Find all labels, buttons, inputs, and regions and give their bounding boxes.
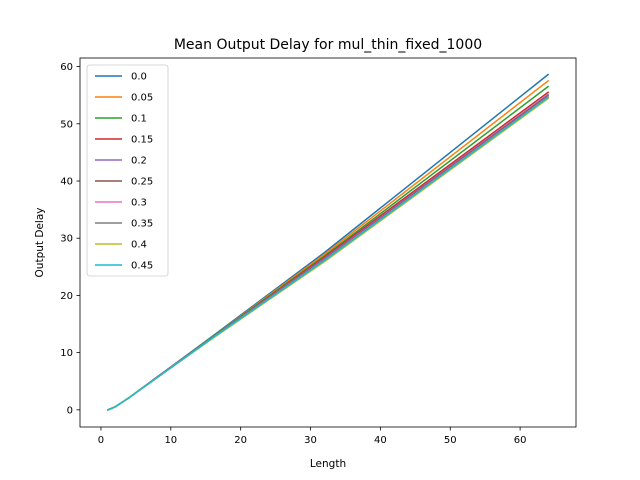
legend-label: 0.0 <box>131 72 147 83</box>
legend-label: 0.1 <box>131 114 147 125</box>
legend-label: 0.25 <box>131 177 153 188</box>
x-axis-label: Length <box>310 458 346 470</box>
x-tick-label: 20 <box>234 435 247 446</box>
series-line-9 <box>106 96 550 411</box>
legend-label: 0.3 <box>131 198 147 209</box>
x-tick-label: 60 <box>514 435 527 446</box>
legend-label: 0.4 <box>131 240 147 251</box>
plot-area <box>106 73 550 411</box>
legend-label: 0.2 <box>131 156 147 167</box>
y-tick-label: 40 <box>60 177 73 188</box>
legend-label: 0.05 <box>131 93 153 104</box>
x-tick-label: 50 <box>444 435 457 446</box>
y-tick-label: 10 <box>60 348 73 359</box>
legend: 0.0 0.05 0.1 0.15 0.2 0.25 0.3 0.35 0.4 0.45 <box>86 64 169 277</box>
axis-ticks: 0 10 20 30 40 50 60 0 10 20 30 40 50 60 <box>60 62 526 446</box>
y-axis-label: Output Delay <box>34 208 46 278</box>
y-tick-label: 0 <box>67 405 73 416</box>
y-tick-label: 20 <box>60 291 73 302</box>
y-tick-label: 50 <box>60 119 73 130</box>
y-tick-label: 60 <box>60 62 73 73</box>
y-tick-label: 30 <box>60 234 73 245</box>
x-tick-label: 0 <box>98 435 104 446</box>
legend-label: 0.15 <box>131 135 153 146</box>
legend-label: 0.45 <box>131 261 153 272</box>
legend-label: 0.35 <box>131 219 153 230</box>
x-tick-label: 40 <box>374 435 387 446</box>
axes-frame <box>79 57 577 428</box>
x-tick-label: 30 <box>304 435 317 446</box>
chart-title: Mean Output Delay for mul_thin_fixed_100… <box>174 37 482 53</box>
x-tick-label: 10 <box>164 435 177 446</box>
